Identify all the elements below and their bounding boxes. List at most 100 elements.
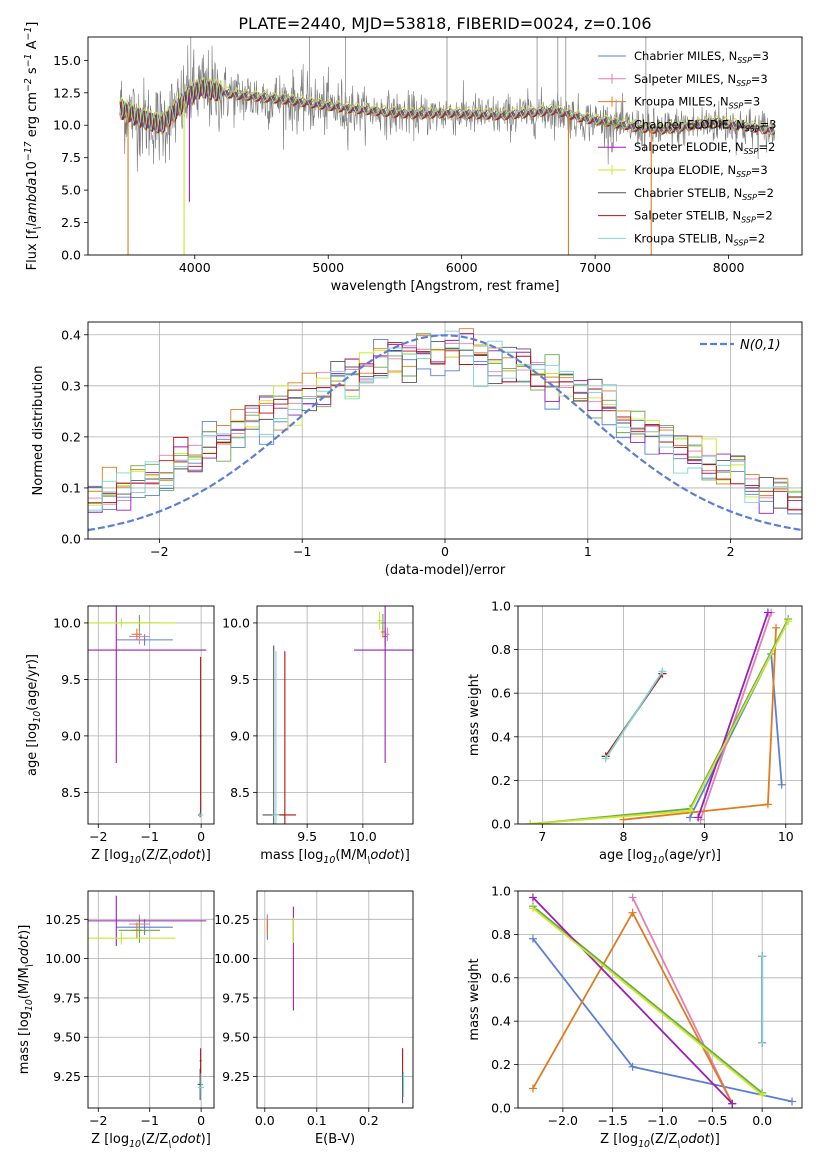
legend-label-sub: SSP — [736, 79, 751, 88]
y-tick-label: 0.0 — [491, 817, 511, 832]
x-axis-label: E(B-V) — [315, 1132, 355, 1147]
x-axis-label: (data-model)/error — [385, 563, 506, 578]
label-part: (data-model)/error — [385, 563, 506, 578]
x-tick-label: 8 — [620, 829, 628, 844]
plot-frame — [256, 605, 414, 825]
x-tick-label: 0.2 — [359, 1113, 379, 1128]
axes-age-vs-Z: −2 −1 08.59.09.510.0Z [log10(Z/Z\odot)]age… — [25, 605, 215, 866]
legend-label: Salpeter STELIB, NSSP=2 — [634, 209, 773, 225]
y-tick-label: 0.4 — [491, 1014, 511, 1029]
gaussian-legend-label: N(0,1) — [740, 338, 781, 353]
x-tick-label: 0.1 — [307, 1113, 327, 1128]
label-part: )] — [17, 925, 32, 935]
y-tick-label: 9.0 — [230, 728, 250, 743]
x-tick-label: 10.0 — [349, 829, 377, 844]
label-part: Z [log — [91, 1132, 129, 1147]
x-tick-label: −1.0 — [647, 1113, 677, 1128]
y-tick-label: 10.00 — [214, 951, 250, 966]
series-line — [532, 907, 763, 1096]
legend-label: Kroupa STELIB, NSSP=2 — [634, 231, 765, 247]
model-curve — [119, 80, 775, 135]
x-tick-label: 0 — [441, 544, 449, 559]
legend-label-main: Kroupa MILES, N — [634, 95, 729, 109]
x-tick-label: 5000 — [312, 260, 344, 275]
legend-label-main: Salpeter STELIB, N — [634, 209, 741, 223]
axes-age-vs-mass: 9.5 10.0 8.5 9.0 9.5 10.0 mass [log10(M/M\odot… — [222, 605, 414, 866]
axes-weight-vs-Z: −2.0 −1.5 −1.0 −0.5 0.0 0.0 0.2 0.4 0.6 0.8 1.0 Z [… — [467, 884, 803, 1150]
label-part: 10 — [24, 999, 35, 1011]
label-part: (M/M — [335, 848, 367, 863]
legend-label: Kroupa MILES, NSSP=3 — [634, 95, 760, 111]
y-axis-label: Flux [f\lambda10−17 erg cm−2 s−1 A−1] — [23, 22, 43, 271]
label-part: \ — [32, 226, 43, 229]
label-part: \ — [168, 855, 171, 866]
model-curve — [119, 79, 775, 134]
y-tick-label: 10.25 — [214, 912, 250, 927]
y-tick-label: 1.0 — [491, 599, 511, 614]
legend-label-tail: =2 — [758, 140, 775, 154]
legend-label: Chabrier ELODIE, NSSP=3 — [634, 117, 776, 133]
y-tick-label: 5.0 — [61, 183, 81, 198]
model-curve — [119, 76, 776, 131]
plot-frame — [517, 605, 803, 825]
error-bars — [88, 895, 207, 1101]
legend-label-tail: =3 — [752, 49, 769, 63]
spectrum-curves — [119, 37, 776, 255]
label-part: mass weight — [467, 674, 482, 756]
x-tick-label: −1 — [293, 544, 311, 559]
legend-label: Salpeter ELODIE, NSSP=2 — [634, 140, 775, 156]
y-tick-label: 0.0 — [61, 248, 81, 263]
y-tick-label: 10.0 — [53, 118, 81, 133]
error-bars — [88, 606, 207, 818]
label-part: (age/yr)] — [25, 654, 40, 711]
legend-label-sub: SSP — [736, 170, 751, 179]
label-part: \ — [677, 1139, 680, 1150]
histogram-step — [88, 330, 802, 514]
y-tick-label: 9.50 — [222, 1030, 250, 1045]
chart-title: PLATE=2440, MJD=53818, FIBERID=0024, z=0… — [238, 14, 651, 33]
legend-label-tail: =3 — [751, 163, 768, 177]
y-tick-label: 10.0 — [53, 615, 81, 630]
plot-frame — [87, 605, 215, 825]
y-tick-label: 0.8 — [491, 927, 511, 942]
x-axis-label: Z [log10(Z/Z\odot)] — [91, 1132, 211, 1150]
x-tick-label: 0 — [197, 1113, 205, 1128]
label-part: odot — [171, 1132, 201, 1147]
label-part: wavelength [Angstrom, rest frame] — [331, 279, 560, 294]
gaussian-curve — [88, 334, 802, 532]
legend-label-sub: SSP — [744, 147, 759, 156]
y-tick-label: 2.5 — [61, 215, 81, 230]
legend-label-sub: SSP — [734, 238, 749, 247]
y-tick-label: 0.0 — [491, 1101, 511, 1116]
y-tick-label: 7.5 — [61, 150, 81, 165]
plot-frame — [517, 890, 803, 1109]
legend-label-sub: SSP — [741, 216, 756, 225]
x-tick-label: 0.0 — [752, 1113, 772, 1128]
series-line — [530, 620, 790, 824]
x-tick-label: 2 — [727, 544, 735, 559]
label-part: E(B-V) — [315, 1132, 355, 1147]
legend-label-tail: =2 — [756, 209, 773, 223]
y-tick-label: 0.2 — [491, 773, 511, 788]
y-tick-label: 9.5 — [230, 672, 250, 687]
label-part: 10 — [638, 1139, 650, 1150]
legend-label-sub: SSP — [729, 102, 744, 111]
label-part: odot — [370, 848, 400, 863]
label-part: age [log — [25, 723, 40, 776]
y-tick-label: 9.5 — [61, 672, 81, 687]
label-part: mass weight — [467, 958, 482, 1040]
series-line — [604, 670, 664, 760]
x-tick-label: 8000 — [713, 260, 745, 275]
model-curve — [119, 78, 776, 134]
y-axis-label: mass [log10(M/M\odot)] — [17, 925, 35, 1075]
legend-label-main: Kroupa STELIB, N — [634, 231, 734, 245]
label-part: 10 — [129, 1139, 141, 1150]
y-axis-label: Normed distribution — [31, 366, 46, 496]
x-tick-label: 10 — [778, 829, 794, 844]
series-line — [699, 612, 773, 820]
plot-frame — [256, 890, 414, 1109]
legend-label-main: Chabrier STELIB, N — [634, 186, 742, 200]
label-part: \ — [24, 964, 35, 967]
